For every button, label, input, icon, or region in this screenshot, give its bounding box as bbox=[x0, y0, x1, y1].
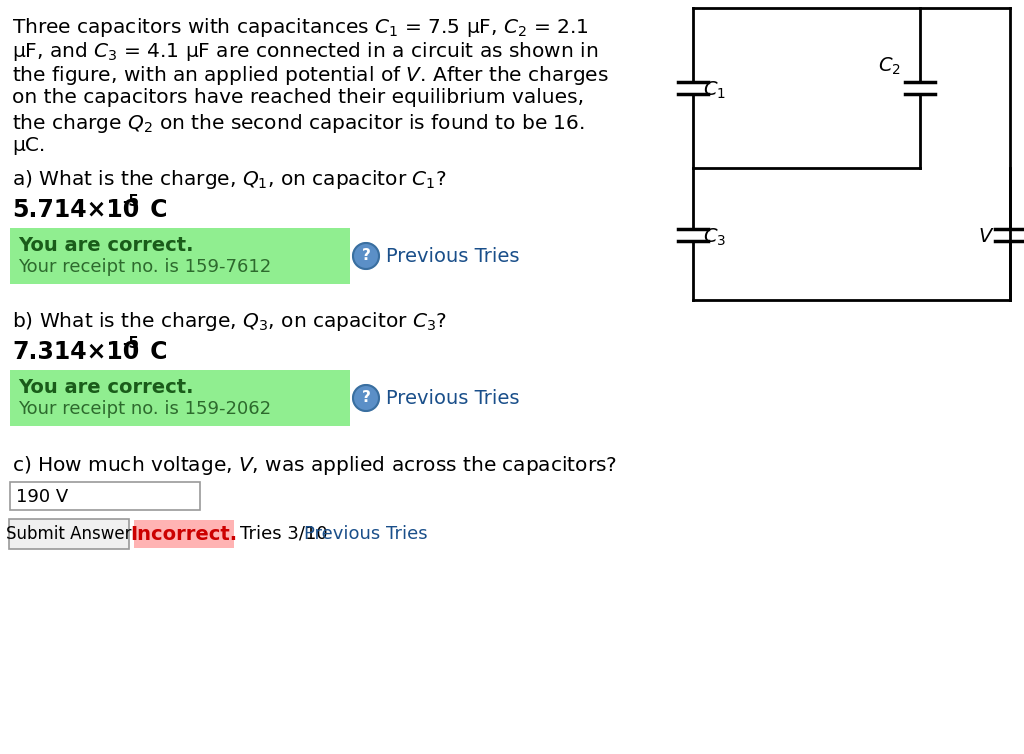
Circle shape bbox=[353, 243, 379, 269]
Text: $C_3$: $C_3$ bbox=[703, 226, 726, 247]
Text: Previous Tries: Previous Tries bbox=[386, 247, 519, 265]
Text: 5.714×10: 5.714×10 bbox=[12, 198, 139, 222]
Text: on the capacitors have reached their equilibrium values,: on the capacitors have reached their equ… bbox=[12, 88, 584, 107]
Text: You are correct.: You are correct. bbox=[18, 378, 194, 397]
Text: 7.314×10: 7.314×10 bbox=[12, 340, 139, 364]
Text: You are correct.: You are correct. bbox=[18, 236, 194, 255]
Text: C: C bbox=[142, 198, 168, 222]
Text: 190 V: 190 V bbox=[16, 488, 69, 506]
FancyBboxPatch shape bbox=[134, 520, 234, 548]
Text: Your receipt no. is 159-7612: Your receipt no. is 159-7612 bbox=[18, 258, 271, 276]
Text: C: C bbox=[142, 340, 168, 364]
Text: Incorrect.: Incorrect. bbox=[130, 525, 238, 544]
Text: the charge $Q_2$ on the second capacitor is found to be 16.: the charge $Q_2$ on the second capacitor… bbox=[12, 112, 585, 135]
FancyBboxPatch shape bbox=[10, 370, 350, 426]
Text: μF, and $C_3$ = 4.1 μF are connected in a circuit as shown in: μF, and $C_3$ = 4.1 μF are connected in … bbox=[12, 40, 598, 63]
Text: Tries 3/10: Tries 3/10 bbox=[240, 525, 334, 543]
Text: ?: ? bbox=[361, 391, 371, 406]
Text: -5: -5 bbox=[122, 336, 139, 351]
FancyBboxPatch shape bbox=[9, 519, 129, 549]
Text: the figure, with an applied potential of $V$. After the charges: the figure, with an applied potential of… bbox=[12, 64, 609, 87]
Circle shape bbox=[353, 385, 379, 411]
Text: c) How much voltage, $V$, was applied across the capacitors?: c) How much voltage, $V$, was applied ac… bbox=[12, 454, 617, 477]
Text: μC.: μC. bbox=[12, 136, 45, 155]
Text: Previous Tries: Previous Tries bbox=[386, 388, 519, 407]
Text: -5: -5 bbox=[122, 194, 139, 209]
Text: a) What is the charge, $Q_1$, on capacitor $C_1$?: a) What is the charge, $Q_1$, on capacit… bbox=[12, 168, 446, 191]
Text: Previous Tries: Previous Tries bbox=[304, 525, 428, 543]
FancyBboxPatch shape bbox=[10, 228, 350, 284]
Text: $C_1$: $C_1$ bbox=[703, 79, 726, 100]
Text: Your receipt no. is 159-2062: Your receipt no. is 159-2062 bbox=[18, 400, 271, 418]
Text: Three capacitors with capacitances $C_1$ = 7.5 μF, $C_2$ = 2.1: Three capacitors with capacitances $C_1$… bbox=[12, 16, 589, 39]
Text: $C_2$: $C_2$ bbox=[878, 55, 901, 77]
Text: Submit Answer: Submit Answer bbox=[6, 525, 132, 543]
Text: $V$: $V$ bbox=[978, 228, 994, 247]
FancyBboxPatch shape bbox=[10, 482, 200, 510]
Text: ?: ? bbox=[361, 249, 371, 263]
Text: b) What is the charge, $Q_3$, on capacitor $C_3$?: b) What is the charge, $Q_3$, on capacit… bbox=[12, 310, 447, 333]
